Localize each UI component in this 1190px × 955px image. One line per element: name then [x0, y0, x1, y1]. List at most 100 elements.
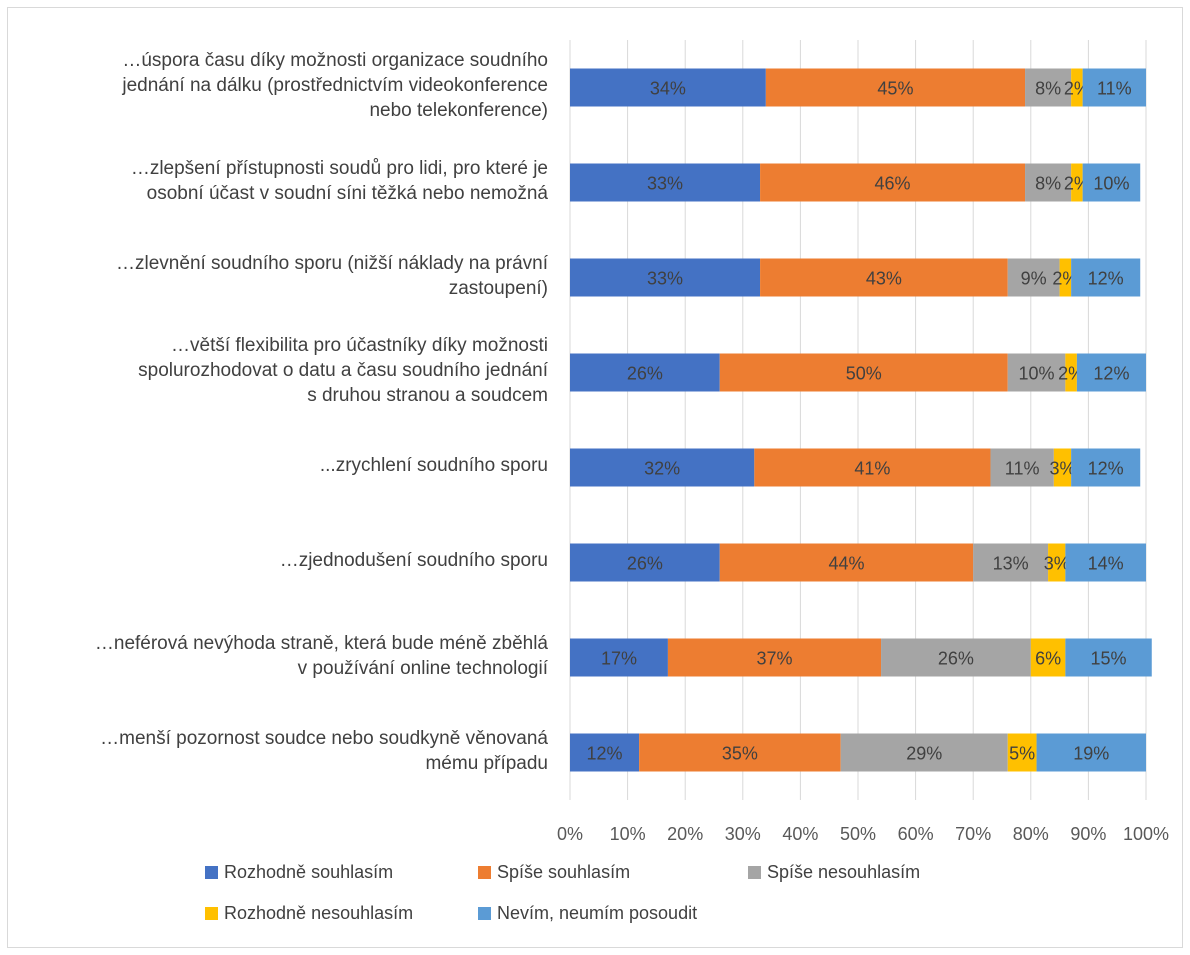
legend-item: Rozhodně nesouhlasím [205, 903, 413, 924]
x-tick-label: 0% [557, 824, 583, 844]
bar-segment [1036, 733, 1146, 772]
x-tick-label: 100% [1123, 824, 1169, 844]
data-label: 8% [1035, 79, 1061, 99]
x-tick-label: 10% [610, 824, 646, 844]
data-label: 5% [1009, 744, 1035, 764]
legend-item: Nevím, neumím posoudit [478, 903, 697, 924]
bar-segment [719, 353, 1008, 392]
legend-swatch [478, 866, 491, 879]
bar-segment [1082, 68, 1146, 107]
data-label: 11% [1005, 459, 1040, 479]
data-label: 12% [1088, 459, 1124, 479]
legend-label: Spíše nesouhlasím [767, 862, 921, 882]
legend-label: Spíše souhlasím [497, 862, 631, 882]
data-label: 26% [627, 554, 663, 574]
data-label: 29% [906, 744, 942, 764]
legend-label: Rozhodně nesouhlasím [224, 903, 414, 923]
data-label: 8% [1035, 174, 1061, 194]
category-label-line: zastoupení) [448, 277, 548, 299]
bar-segment [1048, 543, 1066, 582]
category-label-line: spolurozhodovat o datu a času soudního j… [138, 360, 548, 381]
bar-segment [570, 638, 668, 677]
data-label: 45% [877, 79, 913, 99]
bar-segment [990, 448, 1054, 487]
data-label: 50% [846, 364, 882, 384]
data-label: 19% [1073, 744, 1109, 764]
x-tick-label: 40% [782, 824, 818, 844]
chart-frame [7, 7, 1183, 948]
bar-segment [1007, 353, 1066, 392]
category-label-line: …zlevnění soudního sporu (nižší náklady … [116, 252, 548, 274]
legend-swatch [478, 907, 491, 920]
bar-segment [639, 733, 841, 772]
category-label-line: …zlepšení přístupnosti soudů pro lidi, p… [130, 157, 548, 179]
data-label: 12% [1088, 269, 1124, 289]
legend-label: Nevím, neumím posoudit [497, 903, 698, 923]
bar-segment [1071, 258, 1141, 297]
category-label: …menší pozornost soudce nebo soudkyně vě… [12, 726, 548, 776]
category-label-line: v používání online technologií [297, 657, 548, 679]
bar-segment [570, 543, 720, 582]
category-label-line: …zjednodušení soudního sporu [279, 550, 548, 571]
x-tick-label: 20% [667, 824, 703, 844]
bar-segment [1065, 638, 1152, 677]
category-label-line: s druhou stranou a soudcem [307, 385, 548, 406]
x-tick-label: 70% [955, 824, 991, 844]
bar-segment [570, 258, 761, 297]
data-label: 35% [722, 744, 758, 764]
data-label: 6% [1035, 649, 1061, 669]
category-label: …zlevnění soudního sporu (nižší náklady … [12, 251, 548, 301]
data-label: 33% [647, 174, 683, 194]
bar-segment [1065, 353, 1077, 392]
data-label: 3% [1044, 554, 1070, 574]
data-label: 10% [1093, 174, 1129, 194]
bar-segment [570, 353, 720, 392]
category-label: …větší flexibilita pro účastníky díky mo… [12, 333, 548, 408]
data-label: 13% [993, 554, 1029, 574]
data-label: 14% [1088, 554, 1124, 574]
category-label-line: nebo telekonference) [369, 100, 548, 121]
data-label: 26% [938, 649, 974, 669]
data-label: 34% [650, 79, 686, 99]
category-label: …neférová nevýhoda straně, která bude mé… [12, 631, 548, 681]
data-label: 15% [1091, 649, 1127, 669]
bar-segment [1025, 68, 1072, 107]
category-label-line: ...zrychlení soudního sporu [319, 455, 548, 476]
x-tick-label: 50% [840, 824, 876, 844]
data-label: 10% [1019, 364, 1055, 384]
data-label: 32% [644, 459, 680, 479]
bar-segment [1007, 733, 1037, 772]
x-tick-label: 90% [1070, 824, 1106, 844]
bar-segment [973, 543, 1049, 582]
bar-segment [765, 68, 1026, 107]
bar-segment [840, 733, 1008, 772]
legend-swatch [748, 866, 761, 879]
category-label-line: mému případu [425, 752, 548, 774]
legend-item: Spíše souhlasím [478, 862, 630, 883]
bar-segment [1007, 258, 1060, 297]
legend-swatch [205, 907, 218, 920]
x-tick-label: 80% [1013, 824, 1049, 844]
data-label: 12% [587, 744, 623, 764]
bar-segment [1076, 353, 1146, 392]
category-label-line: …neférová nevýhoda straně, která bude mé… [94, 632, 548, 654]
legend-item: Spíše nesouhlasím [748, 862, 920, 883]
bar-segment [1059, 258, 1072, 297]
category-label-line: …větší flexibilita pro účastníky díky mo… [171, 335, 548, 356]
data-label: 33% [647, 269, 683, 289]
x-tick-label: 60% [898, 824, 934, 844]
bar-segment [1030, 638, 1066, 677]
legend-label: Rozhodně souhlasím [224, 862, 394, 882]
data-label: 44% [828, 554, 864, 574]
data-label: 12% [1093, 364, 1129, 384]
bar-segment [881, 638, 1031, 677]
bar-segment [1071, 163, 1083, 202]
bar-segment [1065, 543, 1146, 582]
bar-segment [1071, 448, 1141, 487]
bar-segment [1025, 163, 1072, 202]
legend-item: Rozhodně souhlasím [205, 862, 393, 883]
category-label-line: jednání na dálku (prostřednictvím videok… [122, 75, 548, 96]
bar-segment [570, 448, 755, 487]
bar-segment [570, 68, 766, 107]
